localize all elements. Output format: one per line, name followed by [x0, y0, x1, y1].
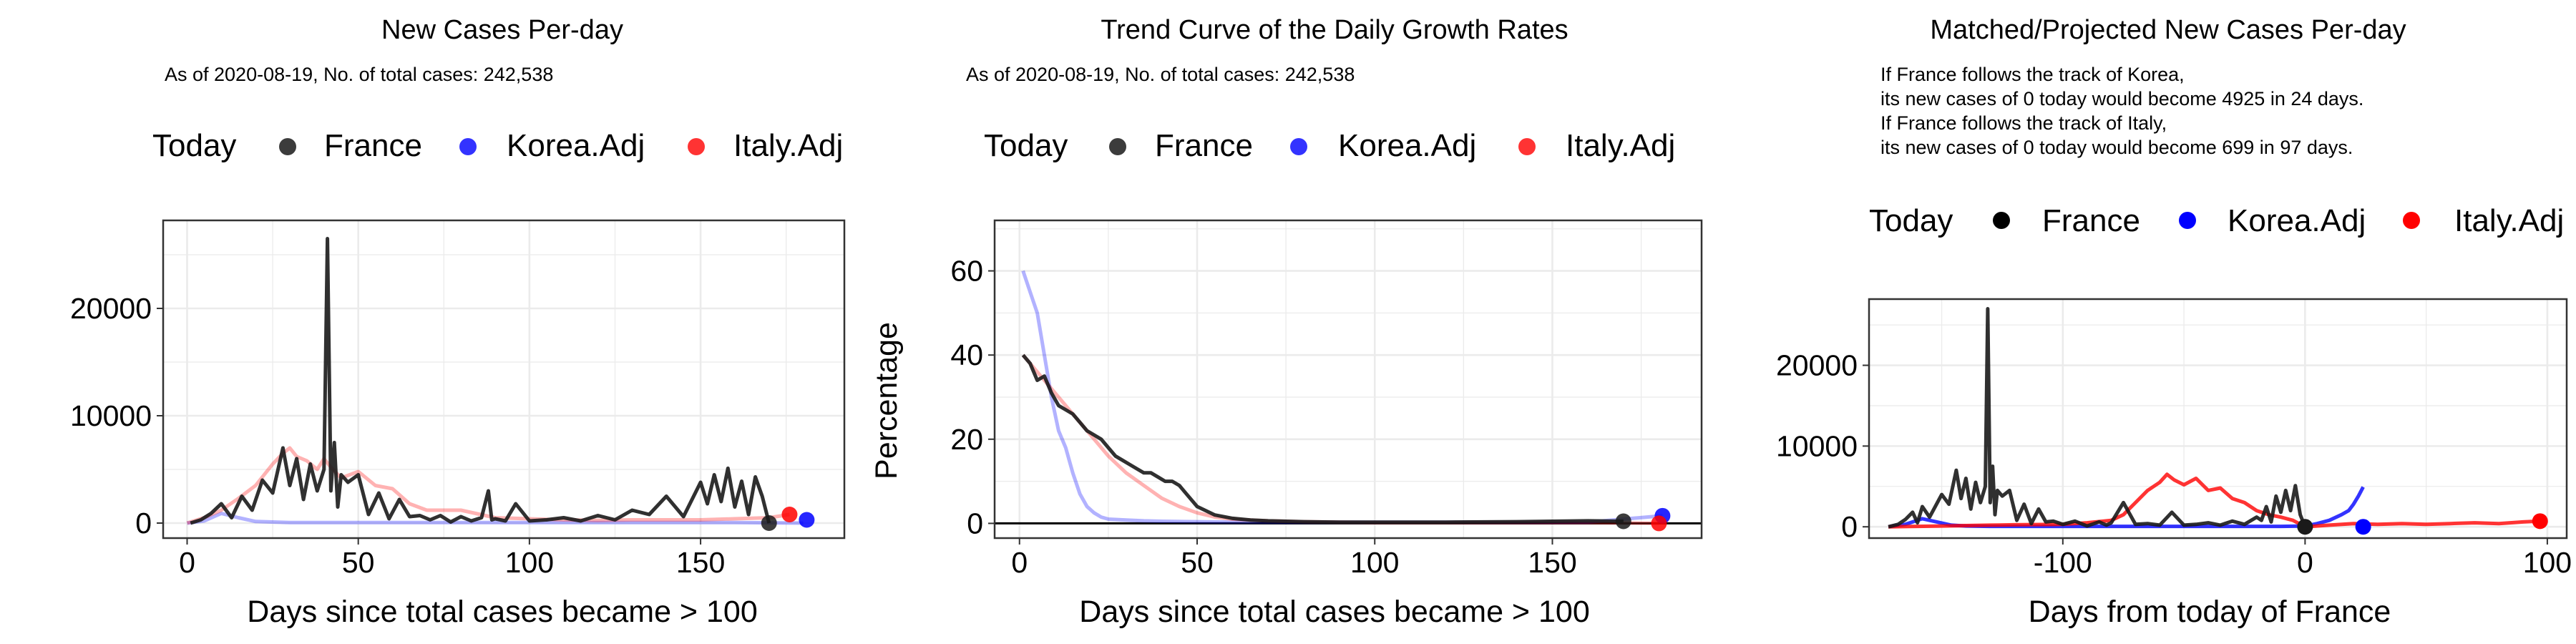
x-tick-label: 150: [676, 546, 725, 579]
legend-key-italy: [2403, 212, 2420, 229]
legend-label-france: France: [2042, 203, 2140, 238]
today-marker-italy-adj: [2532, 513, 2548, 530]
series-line-france: [1021, 353, 1624, 525]
legend-label-france: France: [1155, 128, 1253, 163]
y-tick-label: 10000: [70, 399, 152, 432]
chart-title: Matched/Projected New Cases Per-day: [1930, 15, 2406, 45]
legend: Today France Korea.Adj Italy.Adj: [984, 128, 1675, 163]
legend-label-italy: Italy.Adj: [733, 128, 843, 163]
x-tick-label: 0: [1011, 546, 1028, 579]
today-marker-korea-adj: [2355, 519, 2371, 535]
panel-border: [1868, 298, 2568, 540]
x-axis-label: Days since total cases became > 100: [1079, 595, 1589, 629]
y-tick-label: 20: [950, 423, 983, 456]
legend-label-korea: Korea.Adj: [507, 128, 645, 163]
chart-panel-2: Trend Curve of the Daily Growth Rates As…: [869, 15, 1703, 629]
y-tick-label: 40: [950, 338, 983, 371]
legend-label-france: France: [324, 128, 422, 163]
chart-subtitle: As of 2020-08-19, No. of total cases: 24…: [165, 64, 553, 85]
y-tick-label: 0: [135, 507, 152, 540]
legend-label-italy: Italy.Adj: [1566, 128, 1675, 163]
annotation-line: If France follows the track of Korea,: [1880, 64, 2185, 85]
x-tick-label: 0: [2297, 546, 2313, 579]
legend-key-korea: [2179, 212, 2196, 229]
plot-area: -100 0 100 0 10000 20000: [1776, 298, 2572, 579]
chart-title: Trend Curve of the Daily Growth Rates: [1101, 15, 1568, 45]
series-line-france: [1888, 307, 2307, 529]
series-line-italy-adj: [186, 446, 790, 525]
panel-background: [995, 220, 1702, 538]
legend-title: Today: [152, 128, 236, 163]
x-axis-label: Days since total cases became > 100: [247, 595, 757, 629]
legend: Today France Korea.Adj Italy.Adj: [1869, 203, 2564, 238]
annotation-line: its new cases of 0 today would become 69…: [1880, 137, 2353, 158]
series-line-france: [190, 237, 771, 525]
legend-label-korea: Korea.Adj: [1338, 128, 1476, 163]
x-tick-label: 50: [1181, 546, 1214, 579]
today-marker-france: [1615, 513, 1631, 530]
x-tick-label: 100: [505, 546, 554, 579]
y-tick-label: 20000: [1776, 349, 1858, 382]
x-axis-label: Days from today of France: [2029, 595, 2391, 629]
chart-title: New Cases Per-day: [381, 15, 623, 45]
x-tick-label: 0: [179, 546, 195, 579]
legend-label-korea: Korea.Adj: [2228, 203, 2366, 238]
annotation: If France follows the track of Korea, it…: [1880, 64, 2363, 158]
plot-area: 0 50 100 150 0 10000 20000: [70, 219, 846, 579]
legend-title: Today: [1869, 203, 1953, 238]
x-tick-label: 100: [2523, 546, 2572, 579]
y-tick-label: 10000: [1776, 429, 1858, 462]
annotation-line: its new cases of 0 today would become 49…: [1880, 88, 2363, 109]
legend-key-korea: [459, 138, 477, 155]
chart-panel-3: Matched/Projected New Cases Per-day If F…: [1776, 15, 2572, 629]
today-marker-france: [761, 515, 777, 531]
x-tick-label: -100: [2034, 546, 2092, 579]
legend-title: Today: [984, 128, 1068, 163]
x-tick-label: 100: [1350, 546, 1399, 579]
x-tick-label: 50: [342, 546, 375, 579]
y-tick-label: 0: [1841, 510, 1858, 543]
x-tick-label: 150: [1528, 546, 1576, 579]
legend-key-france: [1109, 138, 1126, 155]
legend-key-france: [279, 138, 296, 155]
panel-border: [993, 219, 1703, 540]
plot-area: 0 50 100 150 0 20 40 60: [950, 219, 1703, 579]
series-line-italy-adj: [1888, 472, 2540, 529]
today-marker-italy-adj: [781, 507, 798, 522]
today-marker-korea-adj: [799, 512, 815, 528]
today-marker-italy-adj: [1651, 515, 1667, 532]
legend: Today France Korea.Adj Italy.Adj: [152, 128, 843, 163]
legend-key-france: [1993, 212, 2010, 229]
annotation-line: If France follows the track of Italy,: [1880, 112, 2167, 134]
legend-key-korea: [1290, 138, 1307, 155]
y-axis-label: Percentage: [869, 322, 904, 479]
y-tick-label: 0: [967, 507, 983, 540]
panel-border: [162, 219, 846, 540]
legend-key-italy: [1518, 138, 1536, 155]
y-tick-label: 60: [950, 255, 983, 288]
y-tick-label: 20000: [70, 292, 152, 325]
today-marker-france: [2297, 519, 2313, 535]
chart-subtitle: As of 2020-08-19, No. of total cases: 24…: [966, 64, 1355, 85]
chart-panel-1: New Cases Per-day As of 2020-08-19, No. …: [70, 15, 846, 629]
legend-label-italy: Italy.Adj: [2454, 203, 2564, 238]
legend-key-italy: [688, 138, 705, 155]
